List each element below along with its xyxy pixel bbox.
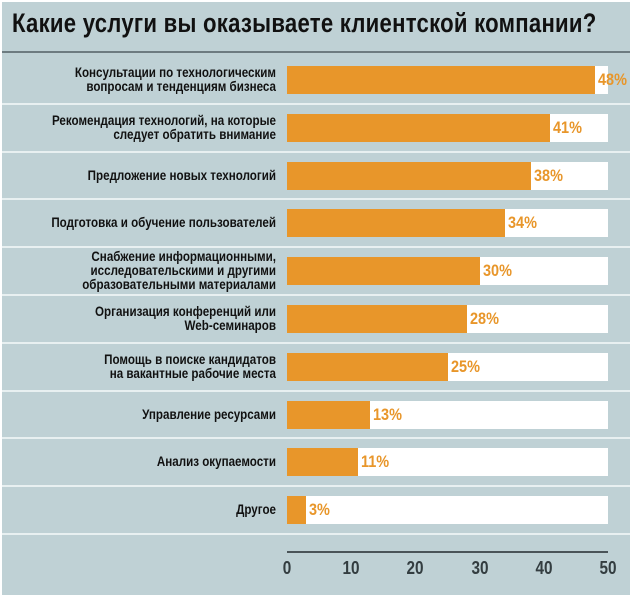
value-label: 13% [373,404,403,424]
category-label: Управление ресурсами [142,406,276,422]
row-separator [2,533,630,535]
category-label: Анализ окупаемости [156,454,276,470]
bar [287,161,531,190]
category-label: Организация конференций или Web-семинаров [95,303,276,333]
row-separator [2,485,630,488]
value-label: 28% [469,308,499,328]
bar [287,400,371,429]
bar [287,209,506,238]
bar [287,304,467,333]
value-label: 3% [309,500,331,520]
bar [287,65,596,94]
value-label: 38% [533,165,563,185]
row-separator [2,341,630,344]
value-label: 25% [450,356,480,376]
row-separator [2,294,630,296]
bar [287,496,307,525]
bar [287,113,551,142]
row-separator [2,246,630,249]
value-label: 34% [508,213,538,233]
category-label: Помощь в поиске кандидатов на вакантные р… [104,351,277,381]
category-label: Другое [236,502,276,518]
row-separator [2,150,630,153]
bar [287,448,358,477]
row-separator [2,389,630,392]
row-separator [2,198,630,201]
x-tick-label: 10 [342,558,360,578]
value-label: 30% [482,261,512,281]
title-divider [2,51,630,53]
category-label: Подготовка и обучение пользователей [51,215,276,231]
x-tick-label: 50 [599,558,617,578]
value-label: 11% [360,452,389,472]
bar [287,352,448,381]
x-tick-label: 30 [471,558,489,578]
bar [287,257,480,286]
chart-panel: Какие услуги вы оказываете клиентской ко… [2,2,630,595]
chart-title: Какие услуги вы оказываете клиентской ко… [12,8,597,38]
category-label: Консультации по технологическим вопросам … [74,64,276,94]
category-label: Предложение новых технологий [87,167,276,183]
x-tick-label: 20 [406,558,424,578]
bar-track [287,496,608,525]
x-tick-label: 0 [282,558,292,578]
value-label: 48% [598,69,628,89]
category-label: Рекомендация технологий, на которые следу… [51,112,277,142]
x-tick-label: 40 [535,558,553,578]
row-separator [2,102,630,105]
category-label: Снабжение информационными, исследовательс… [82,249,277,293]
value-label: 41% [553,117,583,137]
row-separator [2,437,630,440]
x-axis-line [287,551,608,553]
